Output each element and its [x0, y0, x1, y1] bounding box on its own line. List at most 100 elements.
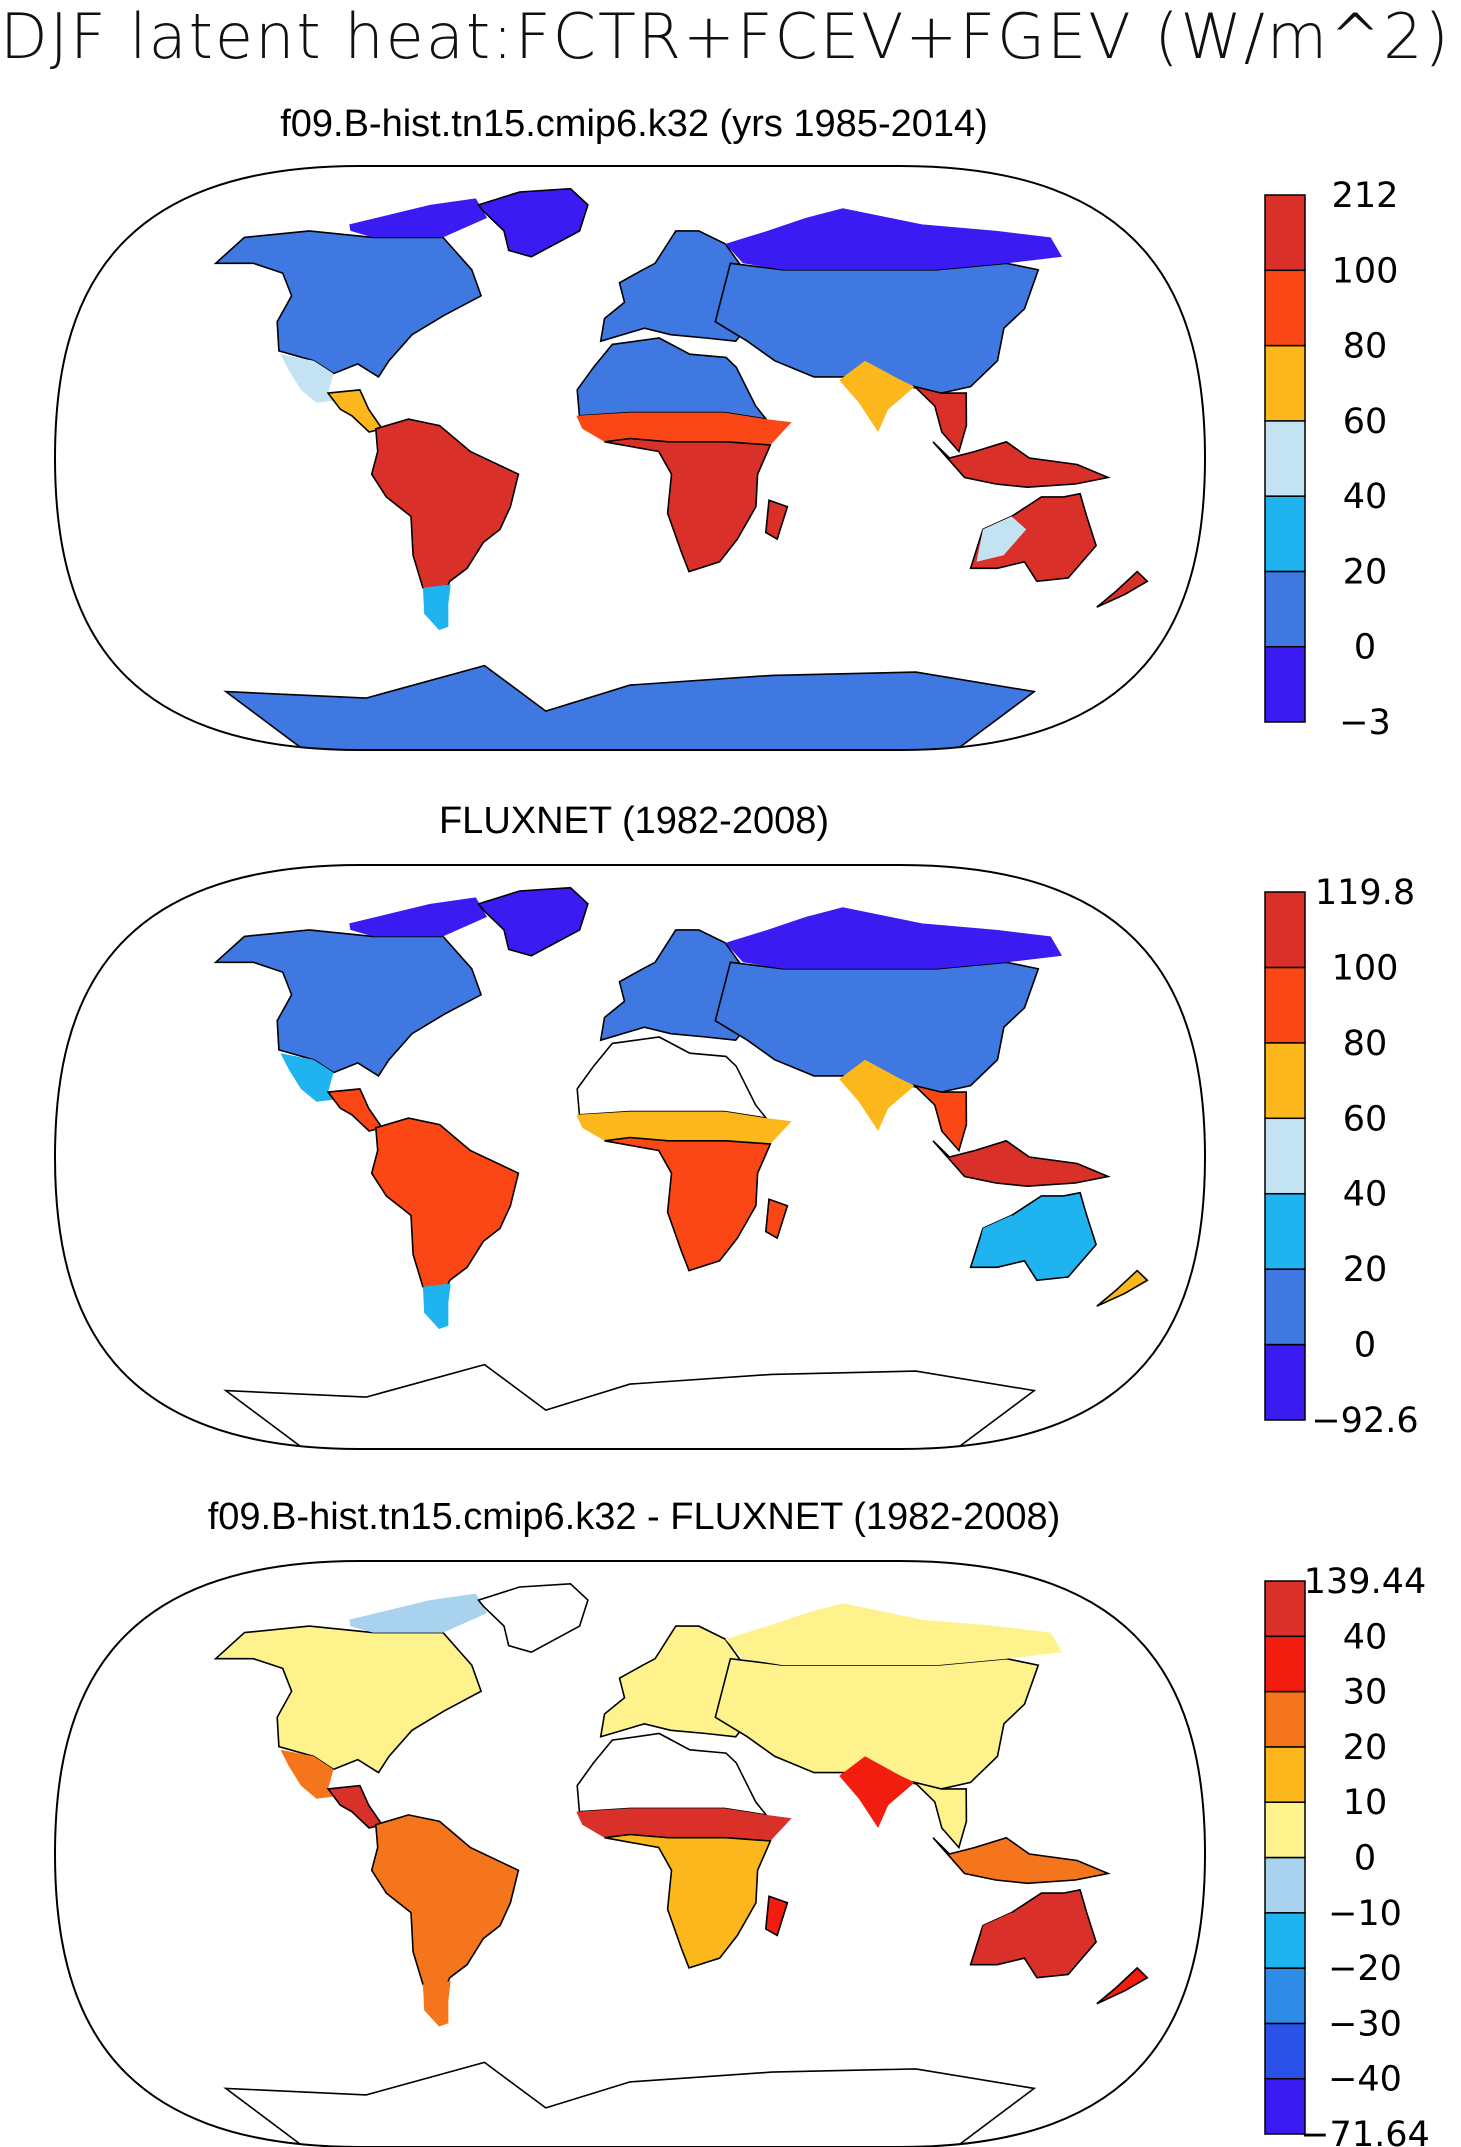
region-sahel — [576, 1808, 792, 1841]
colorbar-swatch — [1264, 1580, 1306, 1638]
region-indonesia — [932, 440, 1111, 489]
colorbar-tick-label: 30 — [1343, 1673, 1388, 1713]
colorbar-1: 212 100 80 60 40 20 0 −3 — [1264, 176, 1399, 743]
colorbar-tick-label: 10 — [1343, 1783, 1388, 1823]
region-se-asia — [912, 1780, 968, 1850]
colorbar-tick-label: 40 — [1343, 477, 1388, 517]
colorbar-swatch — [1264, 2077, 1306, 2135]
region-australia-west — [976, 1215, 1027, 1261]
colorbar-tick-label: 80 — [1343, 327, 1388, 367]
region-greenland — [477, 1582, 589, 1654]
colorbar-tick-label: −71.64 — [1300, 2115, 1430, 2147]
region-patagonia — [422, 584, 451, 630]
colorbar-swatch — [1264, 1801, 1306, 1859]
colorbar-tick-label: 60 — [1343, 402, 1388, 442]
region-arctic-canada — [349, 1593, 488, 1633]
colorbar-tick-label: 60 — [1343, 1099, 1388, 1139]
region-antarctica — [223, 1363, 1037, 1449]
region-australia — [969, 1888, 1097, 1979]
colorbar-swatch — [1264, 1192, 1306, 1270]
region-mexico — [280, 1749, 343, 1799]
colorbar-swatch — [1264, 344, 1306, 422]
region-south-america — [370, 1117, 520, 1305]
colorbar-swatch — [1264, 1967, 1306, 2025]
region-india — [839, 1756, 915, 1828]
colorbar-swatch — [1264, 1912, 1306, 1969]
colorbar-2: 119.8 100 80 60 40 20 0 −92.6 — [1264, 873, 1419, 1441]
colorbar-swatch — [1264, 1746, 1306, 1803]
region-antarctica — [223, 664, 1037, 750]
colorbar-tick-label: −3 — [1339, 703, 1391, 743]
colorbar-swatch — [1264, 645, 1306, 723]
region-sahel — [576, 412, 792, 445]
colorbar-swatch — [1264, 194, 1306, 272]
panel-3-title: f09.B-hist.tn15.cmip6.k32 - FLUXNET (198… — [207, 1496, 1061, 1538]
colorbar-tick-label: 0 — [1354, 628, 1376, 668]
region-indonesia — [932, 1836, 1111, 1885]
region-australia-west — [976, 516, 1027, 562]
region-australia — [969, 492, 1097, 583]
colorbar-tick-label: 20 — [1343, 1250, 1388, 1290]
colorbar-tick-label: 0 — [1354, 1839, 1376, 1879]
colorbar-3: 139.44 40 30 20 10 0 −10 −20 −30 −40 −71.64 — [1264, 1562, 1430, 2147]
land-regions — [213, 187, 1149, 750]
region-new-zealand — [1096, 1269, 1149, 1307]
region-india — [839, 1059, 915, 1131]
region-australia-west — [976, 1912, 1027, 1959]
region-patagonia — [422, 1283, 451, 1329]
figure-title: DJF latent heat:FCTR+FCEV+FGEV (W/m^2) — [0, 0, 1451, 73]
colorbar-swatch — [1264, 1635, 1306, 1693]
region-madagascar — [764, 1198, 789, 1240]
region-antarctica — [223, 2061, 1037, 2147]
colorbar-tick-label: 20 — [1343, 1728, 1388, 1768]
region-indonesia — [932, 1139, 1111, 1188]
colorbar-swatch — [1264, 269, 1306, 347]
region-south-america — [370, 418, 520, 606]
region-australia — [969, 1191, 1097, 1282]
map-outline — [53, 864, 1207, 1450]
region-new-zealand — [1096, 570, 1149, 608]
colorbar-swatch — [1264, 1690, 1306, 1748]
region-north-america — [213, 230, 483, 378]
map-outline — [53, 165, 1207, 751]
region-madagascar — [764, 1895, 789, 1937]
region-south-america — [370, 1814, 520, 2002]
colorbar-swatch — [1264, 1268, 1306, 1346]
map-panel-3 — [53, 1560, 1207, 2147]
colorbar-tick-label: −10 — [1328, 1894, 1402, 1934]
region-arctic-canada — [349, 198, 488, 238]
region-north-america — [213, 1625, 483, 1774]
region-africa-south — [604, 437, 772, 573]
region-sahel — [576, 1111, 792, 1144]
colorbar-tick-label: 40 — [1343, 1175, 1388, 1215]
colorbar-tick-label: 100 — [1332, 251, 1399, 291]
region-siberia — [725, 1603, 1062, 1666]
region-new-zealand — [1096, 1966, 1149, 2005]
map-outline — [53, 1560, 1207, 2147]
colorbar-tick-label: −40 — [1328, 2060, 1402, 2100]
region-siberia — [725, 208, 1062, 270]
colorbar-swatch — [1264, 495, 1306, 573]
region-india — [839, 360, 915, 432]
colorbar-swatch — [1264, 966, 1306, 1044]
colorbar-swatch — [1264, 1042, 1306, 1120]
colorbar-swatch — [1264, 570, 1306, 648]
region-siberia — [725, 907, 1062, 969]
map-panel-2 — [53, 864, 1207, 1450]
region-greenland — [477, 886, 589, 957]
map-panel-1 — [53, 165, 1207, 751]
region-se-asia — [912, 385, 968, 454]
colorbar-tick-label: −30 — [1328, 2004, 1402, 2044]
land-regions — [213, 1582, 1149, 2147]
colorbar-tick-label: −92.6 — [1311, 1401, 1418, 1441]
panel-1-title: f09.B-hist.tn15.cmip6.k32 (yrs 1985-2014… — [280, 103, 988, 145]
colorbar-tick-label: 119.8 — [1315, 873, 1415, 913]
colorbar-tick-label: 0 — [1354, 1326, 1376, 1366]
region-patagonia — [422, 1981, 451, 2027]
colorbar-tick-label: 139.44 — [1304, 1562, 1426, 1602]
colorbar-swatch — [1264, 420, 1306, 497]
colorbar-tick-label: 40 — [1343, 1617, 1388, 1657]
colorbar-swatch — [1264, 1856, 1306, 1914]
colorbar-tick-label: 100 — [1332, 948, 1399, 988]
colorbar-tick-label: 212 — [1332, 176, 1399, 216]
